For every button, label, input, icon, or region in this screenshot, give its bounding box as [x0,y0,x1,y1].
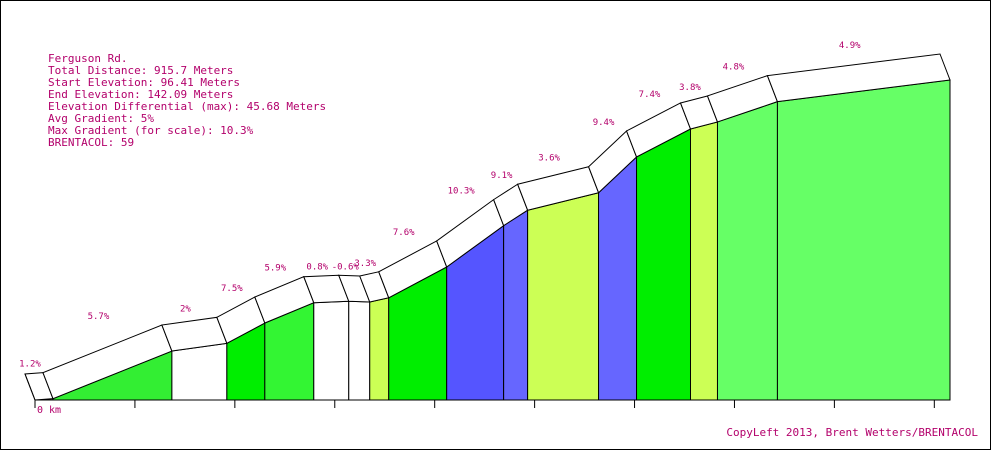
segments-layer [34,79,951,401]
end-elevation: End Elevation: 142.09 Meters [48,88,233,101]
gradient-label-10: 10.3% [448,187,476,197]
profile-segment-8 [369,297,390,401]
gradient-label-16: 4.8% [723,63,745,73]
copyleft-credit: CopyLeft 2013, Brent Wetters/BRENTACOL [726,426,978,439]
gradient-label-14: 7.4% [639,90,661,100]
profile-segment-13 [598,155,638,401]
gradient-labels-layer: 1.2% 5.7% 2% 7.5% 5.9% 0.8% -0.6%3.3% 7.6% 10.3%… [19,41,861,370]
profile-segment-6 [313,300,350,401]
max-gradient: Max Gradient (for scale): 10.3% [48,124,254,137]
profile-segment-17 [776,79,951,401]
profile-segment-12 [527,192,600,401]
gradient-label-7: -0.6% [332,262,360,272]
gradient-label-9: 7.6% [393,228,415,238]
total-distance: Total Distance: 915.7 Meters [48,64,233,77]
profile-segment-16 [716,100,778,401]
gradient-label-15: 3.8% [679,83,701,93]
profile-segment-11 [503,209,529,401]
gradient-label-1: 1.2% [19,360,41,370]
brentacol-score: BRENTACOL: 59 [48,136,134,149]
gradient-label-13: 9.4% [593,118,615,128]
gradient-label-17: 4.9% [839,41,861,51]
avg-gradient: Avg Gradient: 5% [48,112,154,125]
profile-segment-15 [689,121,718,401]
profile-segment-7 [348,300,371,401]
gradient-label-3: 2% [180,304,191,314]
gradient-label-4: 7.5% [221,284,243,294]
gradient-label-12: 3.6% [538,154,560,164]
gradient-label-2: 5.7% [88,312,110,322]
gradient-label-8: 3.3% [354,259,376,269]
gradient-label-6: 0.8% [306,262,328,272]
perspective-band-layer [24,53,951,401]
band-segment-17 [766,53,951,103]
gradient-label-11: 9.1% [491,171,513,181]
profile-segment-14 [636,128,691,401]
band-start-edge [24,373,36,401]
gradient-label-5: 5.9% [264,264,286,274]
start-elevation: Start Elevation: 96.41 Meters [48,76,240,89]
route-name: Ferguson Rd. [48,52,127,65]
x-axis-origin-label: 0 km [37,405,61,416]
x-axis-ticks [134,400,935,408]
elevation-differential: Elevation Differential (max): 45.68 Mete… [48,100,326,113]
profile-segment-3 [171,342,228,401]
